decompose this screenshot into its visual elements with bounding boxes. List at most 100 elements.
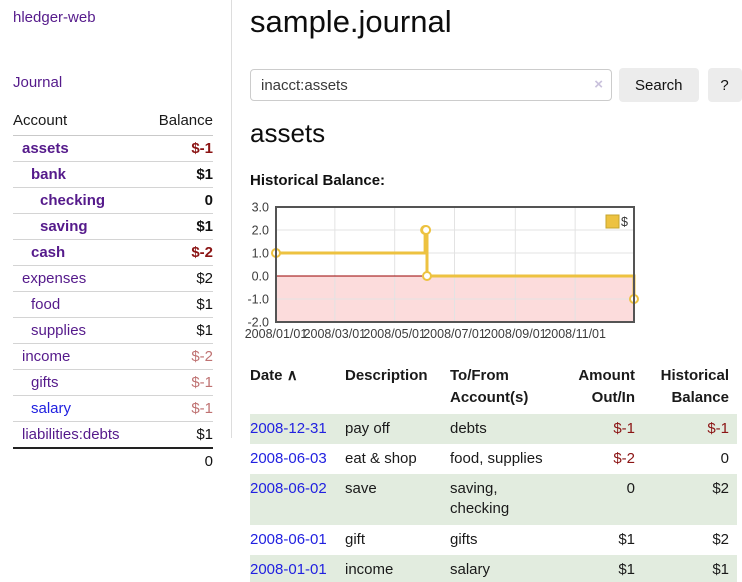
account-balance: $-1	[145, 395, 213, 422]
account-link[interactable]: saving	[40, 218, 88, 235]
transaction-amount: $1	[618, 560, 635, 578]
transaction-accounts: food, supplies	[450, 449, 543, 467]
app-brand-link[interactable]: hledger-web	[13, 9, 96, 26]
x-tick-label: 2008/01/01	[245, 327, 308, 341]
transaction-balance: $-1	[707, 419, 729, 437]
transaction-accounts: gifts	[450, 530, 478, 548]
account-row: cash $-2	[13, 239, 213, 266]
transaction-accounts: salary	[450, 560, 491, 578]
data-point-marker	[422, 271, 432, 281]
transaction-accounts: saving, checking	[450, 480, 510, 518]
transaction-row: 2008-06-03 eat & shop food, supplies $-2…	[250, 444, 737, 474]
account-balance: $-2	[145, 239, 213, 266]
account-row: expenses $2	[13, 265, 213, 292]
transaction-balance: $2	[712, 480, 729, 497]
x-tick-label: 2008/11/01	[544, 327, 606, 341]
transaction-description: income	[345, 560, 394, 578]
transaction-balance: $1	[712, 560, 729, 578]
y-tick-label: 1.0	[252, 247, 269, 261]
sidebar-item-journal[interactable]: Journal	[13, 74, 63, 91]
account-row: supplies $1	[13, 317, 213, 344]
account-balance: $1	[145, 291, 213, 318]
account-link[interactable]: checking	[40, 192, 106, 209]
balance-column-header: Historical Balance	[660, 367, 729, 406]
transaction-balance: $2	[712, 530, 729, 548]
account-balance: $1	[145, 161, 213, 188]
search-button[interactable]: Search	[619, 68, 699, 102]
accounts-total-value: 0	[145, 447, 213, 474]
account-row: income $-2	[13, 343, 213, 370]
x-tick-label: 2008/09/01	[484, 327, 547, 341]
transaction-amount: $1	[618, 530, 635, 548]
transaction-date-link[interactable]: 2008-06-02	[250, 480, 327, 497]
legend-label: $	[621, 215, 628, 229]
search-input[interactable]	[250, 69, 612, 101]
x-tick-label: 2008/05/01	[363, 327, 426, 341]
account-link[interactable]: food	[31, 296, 61, 313]
y-tick-label: -1.0	[247, 293, 269, 307]
account-row: checking 0	[13, 187, 213, 214]
account-link[interactable]: gifts	[31, 374, 59, 391]
transaction-balance: 0	[720, 449, 729, 467]
transaction-amount: $-2	[613, 449, 635, 467]
account-balance: $1	[145, 213, 213, 240]
balance-column-header: Balance	[145, 108, 213, 136]
account-heading: assets	[250, 118, 326, 148]
help-button[interactable]: ?	[707, 68, 742, 102]
plot-border	[275, 206, 635, 323]
account-link[interactable]: assets	[22, 140, 69, 157]
main-content: sample.journal × Search ? assets Histori…	[245, 0, 742, 582]
sidebar: hledger-web Journal Account Balance asse…	[0, 0, 232, 474]
account-balance: $1	[145, 317, 213, 344]
account-balance: 0	[145, 187, 213, 214]
accounts-column-header: To/From Account(s)	[450, 367, 529, 406]
account-balance: $-1	[145, 369, 213, 396]
y-tick-label: 3.0	[252, 201, 269, 215]
account-row: liabilities:debts $1	[13, 421, 213, 448]
account-link[interactable]: bank	[31, 166, 67, 183]
register-table: Date ∧ Description To/From Account(s) Am…	[250, 362, 737, 582]
transaction-accounts: debts	[450, 419, 487, 437]
historical-balance-chart: $3.0 2.0 1.0 0.0 -1.0 -2.0 2008/01/01 2008/03/0…	[240, 200, 742, 346]
transaction-description: eat & shop	[345, 449, 417, 467]
y-tick-label: 0.0	[252, 270, 269, 284]
transaction-description: pay off	[345, 419, 390, 437]
account-row: saving $1	[13, 213, 213, 240]
transaction-amount: $-1	[613, 419, 635, 437]
account-link[interactable]: expenses	[22, 270, 87, 287]
accounts-total-row: 0	[13, 447, 213, 474]
transaction-date-link[interactable]: 2008-01-01	[250, 560, 327, 578]
account-row: food $1	[13, 291, 213, 318]
transaction-date-link[interactable]: 2008-12-31	[250, 419, 327, 437]
legend-swatch	[605, 214, 620, 229]
transaction-row: 2008-01-01 income salary $1 $1	[250, 554, 737, 582]
account-link[interactable]: liabilities:debts	[22, 426, 120, 443]
transaction-date-link[interactable]: 2008-06-03	[250, 449, 327, 467]
accounts-column-header: Account	[13, 108, 146, 136]
account-link[interactable]: income	[22, 348, 71, 365]
transaction-row: 2008-06-02 save saving, checking 0 $2	[250, 474, 737, 525]
account-link[interactable]: supplies	[31, 322, 87, 339]
chart-title: Historical Balance:	[250, 172, 386, 189]
search-bar: × Search ?	[250, 68, 742, 102]
y-tick-label: -2.0	[247, 316, 269, 330]
data-point-marker	[421, 225, 432, 235]
account-row: bank $1	[13, 161, 213, 188]
x-tick-label: 2008/03/01	[304, 327, 367, 341]
transaction-row: 2008-06-01 gift gifts $1 $2	[250, 525, 737, 555]
date-column-header[interactable]: Date ∧	[250, 367, 298, 384]
account-row: gifts $-1	[13, 369, 213, 396]
account-balance: $-1	[191, 140, 213, 157]
y-tick-label: 2.0	[252, 224, 269, 238]
clear-search-icon[interactable]: ×	[594, 76, 603, 93]
transaction-date-link[interactable]: 2008-06-01	[250, 530, 327, 548]
account-balance: $2	[145, 265, 213, 292]
account-link[interactable]: salary	[31, 400, 72, 417]
account-balance: $-2	[145, 343, 213, 370]
transaction-amount: 0	[626, 480, 635, 497]
transaction-description: gift	[345, 530, 366, 548]
amount-column-header: Amount Out/In	[578, 367, 635, 406]
account-link[interactable]: cash	[31, 244, 66, 261]
transaction-description: save	[345, 480, 377, 497]
